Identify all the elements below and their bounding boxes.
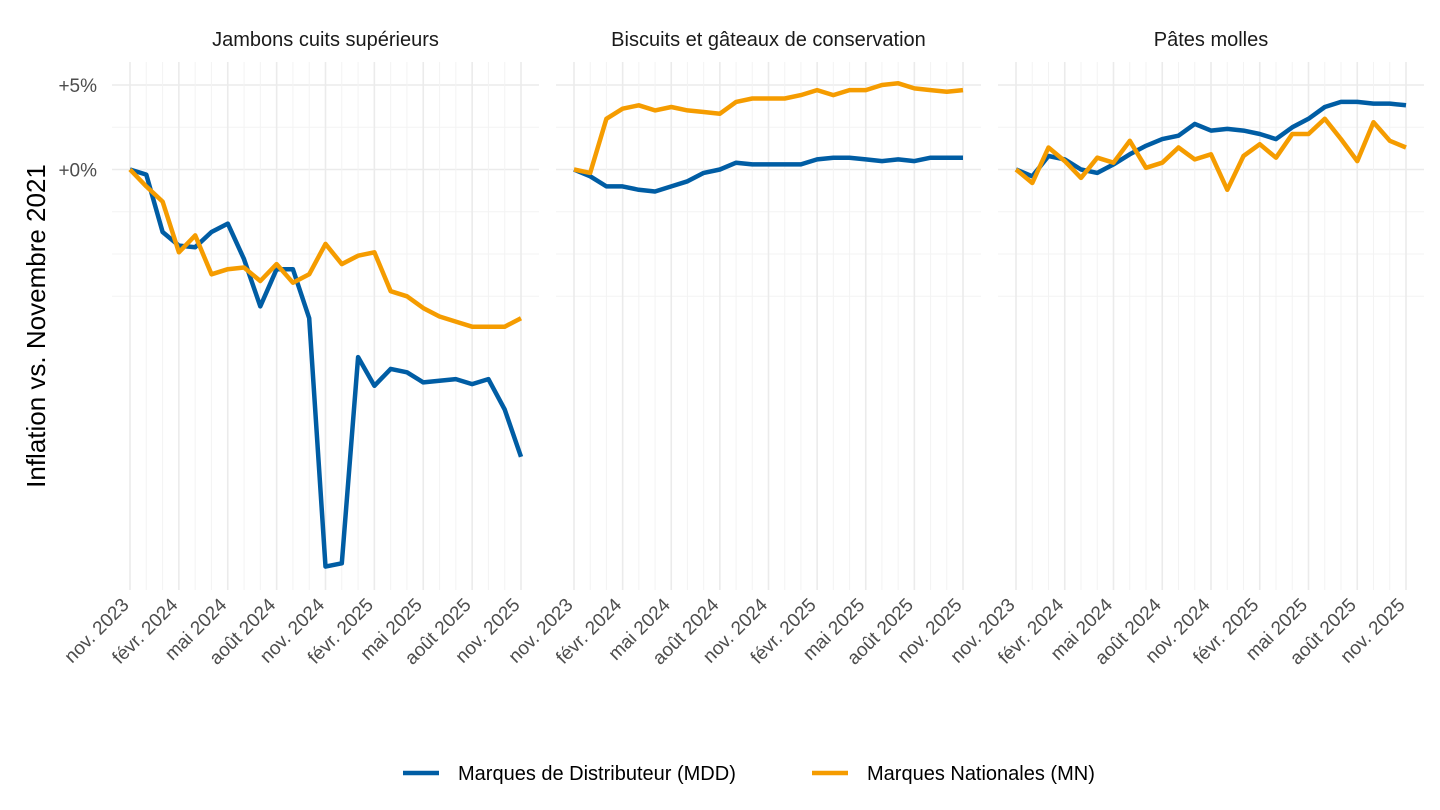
y-axis: +5% +0% — [58, 76, 97, 182]
y-tick-label: +0% — [58, 161, 97, 182]
y-tick-label: +5% — [58, 76, 97, 97]
series-line-mn — [573, 81, 964, 176]
y-axis-label: Inflation vs. Novembre 2021 — [21, 164, 51, 488]
series-line-mdd — [129, 167, 524, 569]
legend: Marques de Distributeur (MDD) Marques Nat… — [403, 763, 1095, 785]
series-line-mn — [128, 167, 523, 329]
panel-2: Biscuits et gâteaux de conservationnov. … — [505, 29, 981, 669]
series-line-mdd — [1015, 99, 1407, 179]
legend-label-mn: Marques Nationales (MN) — [867, 763, 1095, 785]
panel-title: Jambons cuits supérieurs — [212, 29, 439, 51]
series-line-mdd — [573, 155, 963, 194]
series-line-mn — [1014, 116, 1407, 193]
legend-label-mdd: Marques de Distributeur (MDD) — [458, 763, 736, 785]
panel-title: Pâtes molles — [1154, 29, 1269, 51]
panel-title: Biscuits et gâteaux de conservation — [611, 29, 926, 51]
